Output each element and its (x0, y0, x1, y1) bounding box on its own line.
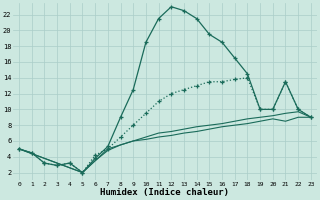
X-axis label: Humidex (Indice chaleur): Humidex (Indice chaleur) (100, 188, 229, 197)
